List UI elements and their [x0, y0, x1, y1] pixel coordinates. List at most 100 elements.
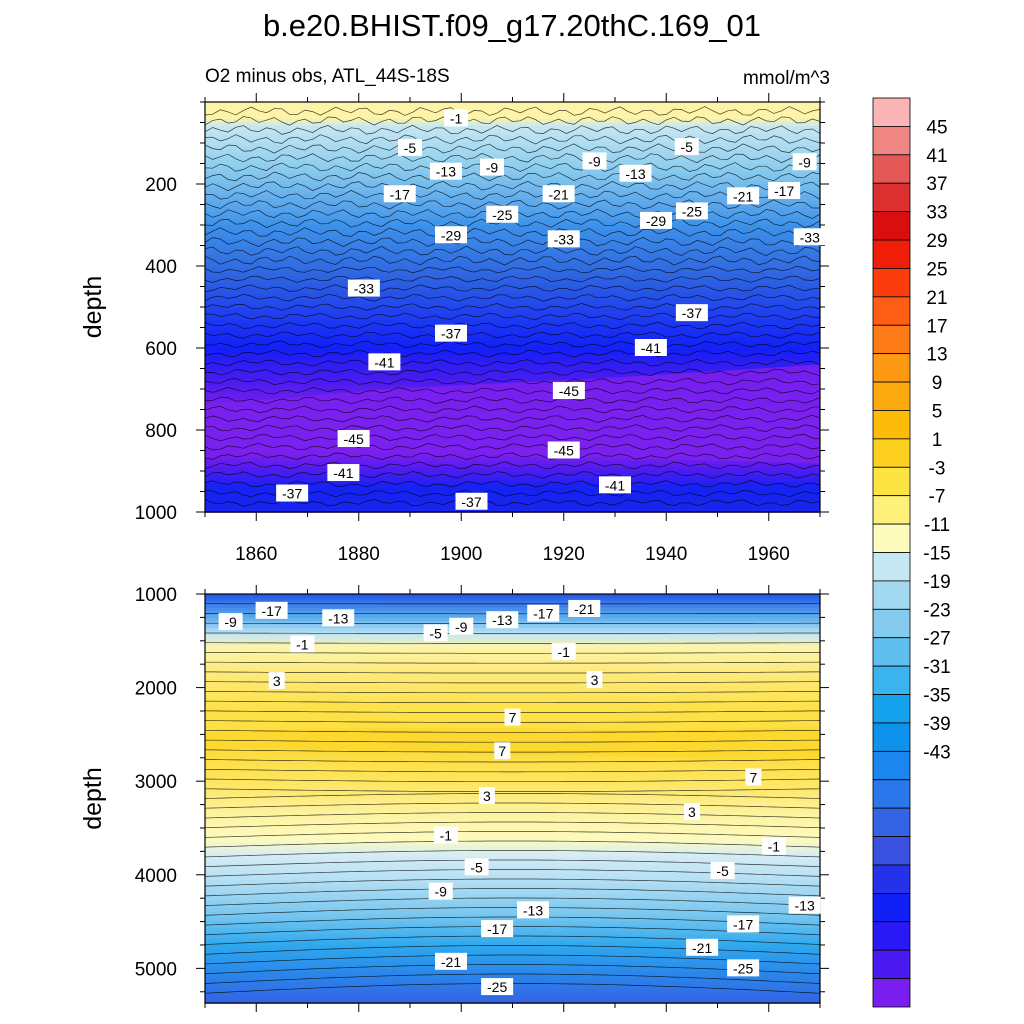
- contour-fill-band: [205, 228, 820, 233]
- colorbar-label: -31: [923, 657, 950, 678]
- contour-label-bg: [727, 187, 760, 205]
- contour-label-text: -13: [625, 166, 645, 182]
- contour-line: [205, 424, 821, 432]
- contour-fill-band: [205, 122, 820, 127]
- contour-fill-band: [205, 262, 820, 267]
- contour-label-bg: [547, 441, 580, 459]
- colorbar-swatch: [872, 523, 911, 553]
- contour-fill-band: [205, 259, 820, 264]
- contour-label-bg: [428, 882, 453, 900]
- contour-label: -17: [255, 601, 288, 619]
- contour-fill-band: [205, 146, 820, 151]
- contour-label-bg: [444, 109, 469, 127]
- y-tick-label: 5000: [135, 959, 177, 980]
- colorbar-label: -27: [923, 629, 950, 650]
- contour-fill-band: [205, 955, 820, 960]
- contour-fill-band: [205, 880, 820, 885]
- colorbar-swatch: [872, 978, 911, 1008]
- contour-fill-band: [205, 508, 820, 513]
- contour-fill-band: [205, 293, 820, 298]
- contour-line: [204, 359, 821, 367]
- contour-fill-band: [205, 890, 820, 895]
- contour-fill-band: [205, 655, 820, 660]
- contour-label: 7: [494, 742, 511, 760]
- contour-line: [204, 349, 821, 358]
- contour-line: [204, 888, 821, 897]
- contour-label-text: -17: [262, 603, 282, 619]
- y-tick-label: 200: [145, 175, 177, 196]
- contour-label-text: -37: [282, 486, 302, 502]
- contour-fill-band: [205, 365, 820, 370]
- contour-fill-band: [205, 805, 820, 810]
- contour-label-bg: [368, 353, 401, 371]
- contour-fill-band: [205, 689, 820, 694]
- contour-line: [204, 768, 821, 773]
- colorbar-swatch: [872, 637, 911, 667]
- contour-fill-band: [205, 853, 820, 858]
- contour-label: -21: [686, 938, 719, 956]
- contour-label-text: 3: [591, 672, 599, 688]
- contour-fill-band: [205, 815, 820, 820]
- contour-fill-band: [205, 184, 820, 189]
- contour-fill-band: [205, 501, 820, 506]
- contour-label-bg: [727, 959, 760, 977]
- colorbar-label: -15: [923, 544, 950, 565]
- x-tick-label: 1960: [748, 544, 790, 565]
- contour-label-text: -1: [450, 110, 463, 126]
- contour-label-bg: [435, 324, 467, 342]
- contour-fill-band: [205, 139, 820, 144]
- contour-label-bg: [423, 624, 448, 642]
- contour-fill-band: [205, 692, 820, 698]
- contour-label-text: 7: [749, 769, 757, 785]
- colorbar-swatch: [872, 921, 911, 951]
- contour-label: -17: [383, 185, 416, 203]
- colorbar-swatch: [872, 552, 911, 582]
- contour-fill-band: [205, 910, 820, 916]
- contour-fill-band: [205, 842, 820, 848]
- contour-label-bg: [727, 915, 760, 933]
- contour-fill-band: [205, 607, 820, 612]
- contour-label: -17: [768, 181, 801, 199]
- contour-label-bg: [290, 635, 315, 653]
- contour-label-bg: [793, 228, 826, 246]
- contour-line: [204, 954, 821, 965]
- contour-fill-band: [205, 235, 820, 240]
- colorbar-label: -39: [923, 714, 950, 735]
- contour-label-text: -1: [558, 644, 571, 660]
- contour-label-bg: [710, 862, 735, 880]
- contour-label: -41: [327, 464, 360, 482]
- contour-label-bg: [542, 185, 575, 203]
- colorbar-swatch: [872, 296, 911, 326]
- contour-label-text: -5: [681, 139, 694, 155]
- contour-fill-band: [205, 108, 820, 114]
- contour-label-text: -13: [523, 902, 543, 918]
- contour-fill-band: [205, 859, 820, 865]
- contour-line: [204, 812, 821, 819]
- contour-label-bg: [486, 205, 519, 223]
- contour-fill-band: [205, 334, 820, 339]
- contour-label-bg: [768, 181, 801, 199]
- contour-fill-band: [205, 941, 820, 946]
- contour-fill-band: [205, 371, 820, 377]
- contour-label-text: -45: [559, 383, 579, 399]
- contour-fill-band: [205, 242, 820, 247]
- contour-fill-band: [205, 600, 820, 606]
- x-tick-label: 1920: [543, 544, 585, 565]
- contour-fill-band: [205, 839, 820, 844]
- x-tick-label: 1860: [235, 544, 277, 565]
- contour-fill-band: [205, 460, 820, 465]
- contour-fill-band: [205, 187, 820, 192]
- colorbar-swatch: [872, 836, 911, 866]
- colorbar-swatch: [872, 154, 911, 184]
- contour-line: [204, 106, 821, 116]
- contour-fill-band: [205, 115, 820, 120]
- colorbar-label: 21: [926, 288, 947, 309]
- contour-fill-band: [205, 795, 820, 800]
- contour-fill-band: [205, 641, 820, 646]
- contour-fill-band: [205, 604, 820, 609]
- contour-label-text: -9: [798, 154, 811, 170]
- contour-line: [204, 143, 821, 154]
- contour-line: [204, 897, 821, 906]
- contour-label-text: 7: [509, 710, 517, 726]
- contour-fill-band: [205, 651, 820, 657]
